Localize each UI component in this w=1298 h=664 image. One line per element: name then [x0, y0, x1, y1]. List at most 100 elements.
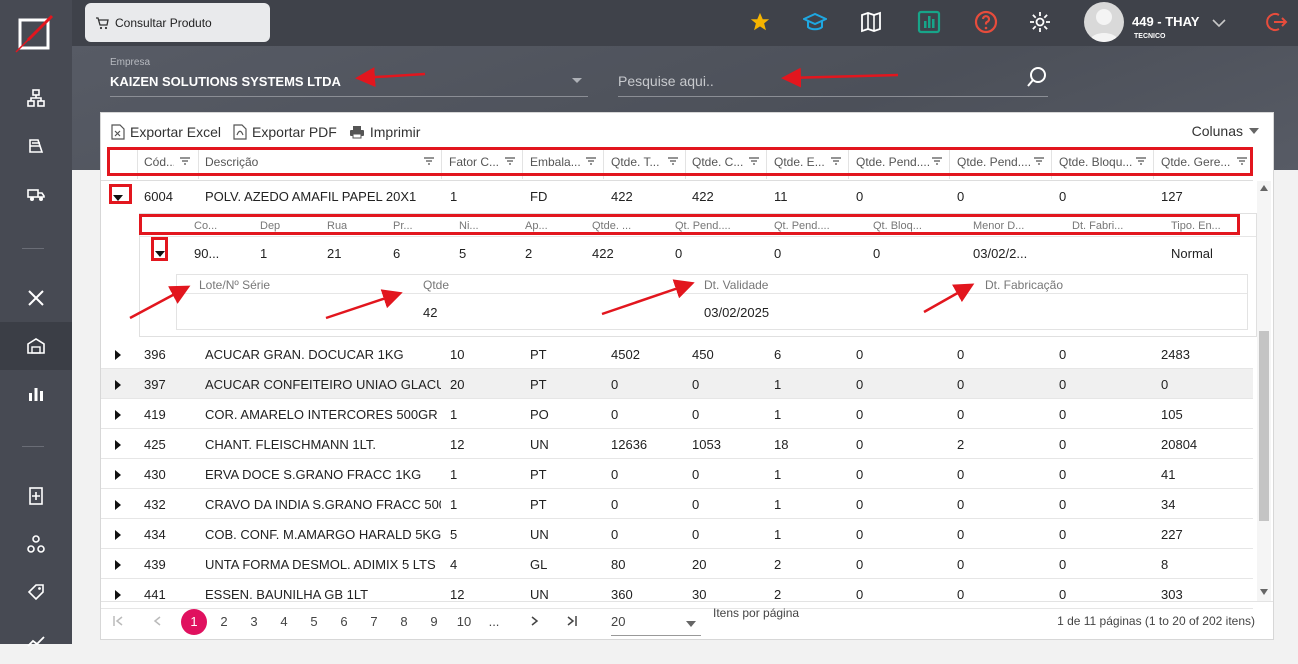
filter-icon[interactable]: [668, 157, 678, 165]
table-row[interactable]: 6004 POLV. AZEDO AMAFIL PAPEL 20X1 1 FD …: [101, 181, 1253, 211]
expand-caret-icon[interactable]: [115, 350, 121, 360]
page-ellipsis[interactable]: ...: [488, 614, 500, 629]
expand-caret-icon[interactable]: [115, 380, 121, 390]
filter-icon[interactable]: [424, 157, 434, 165]
sidebar-item-trend[interactable]: [0, 616, 72, 664]
page-button[interactable]: 10: [456, 614, 472, 629]
header-qtde-bloqueada[interactable]: Qtde. Bloqu...: [1059, 155, 1133, 169]
filter-icon[interactable]: [505, 157, 515, 165]
header-codigo[interactable]: Cód...: [144, 155, 174, 169]
expand-caret-icon[interactable]: [113, 195, 123, 201]
page-button[interactable]: 3: [250, 614, 258, 629]
table-row[interactable]: 396 ACUCAR GRAN. DOCUCAR 1KG 10 PT 4502 450 6 0…: [101, 339, 1253, 369]
favorites-button[interactable]: [748, 10, 772, 34]
table-row[interactable]: 434 COB. CONF. M.AMARGO HARALD 5KG 5 UN 0 0 1 0…: [101, 519, 1253, 549]
expand-caret-icon[interactable]: [115, 470, 121, 480]
page-button[interactable]: 8: [400, 614, 408, 629]
expand-caret-icon[interactable]: [115, 560, 121, 570]
sidebar-item-products[interactable]: [0, 122, 72, 170]
last-page-icon[interactable]: [567, 616, 577, 626]
sidebar-item-tools[interactable]: [0, 274, 72, 322]
user-menu[interactable]: 449 - THAY TECNICO: [1084, 2, 1284, 44]
detail-header[interactable]: Menor D...: [973, 220, 1025, 232]
help-button[interactable]: [974, 10, 998, 34]
filter-icon[interactable]: [932, 157, 942, 165]
scroll-up-icon[interactable]: [1260, 185, 1268, 191]
detail-header[interactable]: Pr...: [393, 220, 413, 232]
map-button[interactable]: [859, 10, 883, 34]
header-qtde-gerencial[interactable]: Qtde. Gere...: [1161, 155, 1231, 169]
sidebar-item-reports[interactable]: [0, 370, 72, 418]
table-row[interactable]: 439 UNTA FORMA DESMOL. ADIMIX 5 LTS 4 GL 80 2…: [101, 549, 1253, 579]
page-button[interactable]: 1: [181, 609, 207, 635]
table-row[interactable]: 430 ERVA DOCE S.GRANO FRACC 1KG 1 PT 0 0 1 0 0 0 4…: [101, 459, 1253, 489]
scroll-thumb[interactable]: [1259, 331, 1269, 521]
table-row[interactable]: 432 CRAVO DA INDIA S.GRANO FRACC 500GR 1 PT…: [101, 489, 1253, 519]
filter-icon[interactable]: [586, 157, 596, 165]
expand-caret-icon[interactable]: [115, 410, 121, 420]
detail-header[interactable]: Rua: [327, 220, 348, 232]
page-size-select[interactable]: 20: [611, 612, 701, 636]
expand-caret-icon[interactable]: [115, 590, 121, 600]
detail-header[interactable]: Ap...: [525, 220, 548, 232]
sidebar-item-warehouse[interactable]: [0, 322, 72, 370]
sidebar-item-documents[interactable]: [0, 472, 72, 520]
sidebar-item-delivery[interactable]: [0, 170, 72, 218]
first-page-icon[interactable]: [113, 616, 123, 626]
caret-down-icon[interactable]: [686, 621, 696, 627]
detail-header[interactable]: Ni...: [459, 220, 479, 232]
page-button[interactable]: 2: [220, 614, 228, 629]
page-button[interactable]: 9: [430, 614, 438, 629]
expand-caret-icon[interactable]: [115, 500, 121, 510]
search-input[interactable]: [618, 73, 1018, 89]
table-row[interactable]: 441 ESSEN. BAUNILHA GB 1LT 12 UN 360 30 2 0 0 0 30…: [101, 579, 1253, 609]
header-qtde-total[interactable]: Qtde. T...: [611, 155, 660, 169]
header-qtde-c[interactable]: Qtde. C...: [692, 155, 744, 169]
prev-page-icon[interactable]: [153, 616, 161, 626]
page-button[interactable]: 5: [310, 614, 318, 629]
sidebar-item-hierarchy[interactable]: [0, 520, 72, 568]
empresa-select[interactable]: KAIZEN SOLUTIONS SYSTEMS LTDA: [110, 74, 341, 89]
header-descricao[interactable]: Descrição: [205, 155, 259, 169]
header-qtde-pend-2[interactable]: Qtde. Pend....: [957, 155, 1032, 169]
detail-header[interactable]: Co...: [194, 220, 218, 232]
page-button[interactable]: 6: [340, 614, 348, 629]
page-button[interactable]: 7: [370, 614, 378, 629]
scroll-down-icon[interactable]: [1260, 589, 1268, 595]
sidebar-item-tags[interactable]: [0, 568, 72, 616]
tab-consultar-produto[interactable]: Consultar Produto: [85, 3, 270, 42]
training-button[interactable]: [803, 10, 827, 34]
table-row[interactable]: 425 CHANT. FLEISCHMANN 1LT. 12 UN 12636 1053 1…: [101, 429, 1253, 459]
header-qtde-pend-1[interactable]: Qtde. Pend....: [856, 155, 931, 169]
expand-caret-icon[interactable]: [155, 251, 165, 257]
export-pdf-button[interactable]: Exportar PDF: [233, 124, 337, 140]
logout-button[interactable]: [1266, 11, 1288, 36]
page-button[interactable]: 4: [280, 614, 288, 629]
table-row[interactable]: 419 COR. AMARELO INTERCORES 500GR 1 PO 0 0 1 0 0…: [101, 399, 1253, 429]
dashboard-button[interactable]: [917, 10, 941, 34]
columns-button[interactable]: Colunas: [1192, 123, 1259, 139]
filter-icon[interactable]: [1237, 157, 1247, 165]
detail-header[interactable]: Qt. Bloq...: [873, 220, 922, 232]
table-row[interactable]: 397 ACUCAR CONFEITEIRO UNIAO GLACUCAR 20 PT…: [101, 369, 1253, 399]
print-button[interactable]: Imprimir: [349, 124, 420, 140]
header-fator[interactable]: Fator C...: [449, 155, 499, 169]
next-page-icon[interactable]: [531, 616, 539, 626]
filter-icon[interactable]: [831, 157, 841, 165]
app-logo[interactable]: [14, 10, 58, 54]
detail-header[interactable]: Qt. Pend....: [675, 220, 731, 232]
search-icon[interactable]: [1026, 66, 1048, 88]
detail-header[interactable]: Dep: [260, 220, 281, 232]
filter-icon[interactable]: [1136, 157, 1146, 165]
expand-caret-icon[interactable]: [115, 440, 121, 450]
vertical-scrollbar[interactable]: [1257, 181, 1271, 601]
detail-header[interactable]: Qtde. ...: [592, 220, 632, 232]
expand-caret-icon[interactable]: [115, 530, 121, 540]
export-excel-button[interactable]: Exportar Excel: [111, 124, 221, 140]
caret-down-icon[interactable]: [572, 78, 582, 83]
filter-icon[interactable]: [749, 157, 759, 165]
detail-header[interactable]: Tipo. En...: [1171, 220, 1221, 232]
settings-button[interactable]: [1028, 10, 1052, 34]
filter-icon[interactable]: [1034, 157, 1044, 165]
sidebar-item-network[interactable]: [0, 74, 72, 122]
